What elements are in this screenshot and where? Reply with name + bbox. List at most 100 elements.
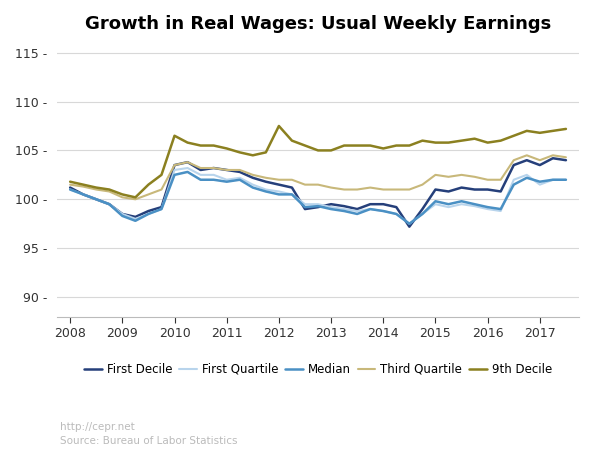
First Decile xyxy=(393,204,400,210)
Median xyxy=(119,213,126,219)
9th Decile xyxy=(341,143,348,148)
9th Decile xyxy=(197,143,204,148)
Third Quartile xyxy=(341,187,348,192)
First Quartile xyxy=(171,167,178,173)
Median xyxy=(484,204,491,210)
Median xyxy=(314,203,322,209)
9th Decile xyxy=(353,143,361,148)
Third Quartile xyxy=(262,175,269,180)
First Decile xyxy=(249,175,256,180)
9th Decile xyxy=(510,133,517,139)
9th Decile xyxy=(471,136,478,141)
9th Decile xyxy=(249,153,256,158)
Third Quartile xyxy=(171,162,178,168)
First Decile xyxy=(119,211,126,216)
First Decile xyxy=(158,204,165,210)
Third Quartile xyxy=(406,187,413,192)
Third Quartile xyxy=(380,187,387,192)
First Quartile xyxy=(562,177,569,182)
First Decile xyxy=(145,208,152,214)
9th Decile xyxy=(432,140,439,145)
First Decile xyxy=(536,162,544,168)
First Decile xyxy=(92,197,100,202)
Line: First Quartile: First Quartile xyxy=(70,168,566,224)
First Quartile xyxy=(341,207,348,212)
First Decile xyxy=(380,202,387,207)
First Quartile xyxy=(67,187,74,192)
First Quartile xyxy=(132,216,139,221)
First Quartile xyxy=(197,172,204,178)
Third Quartile xyxy=(523,153,530,158)
9th Decile xyxy=(549,128,556,134)
First Decile xyxy=(106,202,113,207)
9th Decile xyxy=(210,143,217,148)
Median xyxy=(249,185,256,190)
First Quartile xyxy=(536,182,544,187)
9th Decile xyxy=(484,140,491,145)
Line: Third Quartile: Third Quartile xyxy=(70,155,566,199)
Third Quartile xyxy=(497,177,504,182)
Third Quartile xyxy=(92,187,100,192)
First Decile xyxy=(328,202,335,207)
Third Quartile xyxy=(289,177,296,182)
Median xyxy=(132,218,139,224)
Median xyxy=(210,177,217,182)
Third Quartile xyxy=(67,182,74,187)
First Decile xyxy=(367,202,374,207)
Text: http://cepr.net
Source: Bureau of Labor Statistics: http://cepr.net Source: Bureau of Labor … xyxy=(60,422,238,446)
First Quartile xyxy=(367,207,374,212)
Legend: First Decile, First Quartile, Median, Third Quartile, 9th Decile: First Decile, First Quartile, Median, Th… xyxy=(80,358,557,381)
Median xyxy=(197,177,204,182)
First Quartile xyxy=(158,207,165,212)
First Quartile xyxy=(406,221,413,226)
First Decile xyxy=(484,187,491,192)
9th Decile xyxy=(380,146,387,151)
First Decile xyxy=(197,167,204,173)
First Quartile xyxy=(210,172,217,178)
First Quartile xyxy=(497,208,504,214)
Third Quartile xyxy=(184,159,191,165)
Median xyxy=(106,202,113,207)
9th Decile xyxy=(367,143,374,148)
Median xyxy=(471,202,478,207)
Median xyxy=(262,189,269,194)
Title: Growth in Real Wages: Usual Weekly Earnings: Growth in Real Wages: Usual Weekly Earni… xyxy=(85,15,551,33)
9th Decile xyxy=(523,128,530,134)
Median xyxy=(184,169,191,175)
9th Decile xyxy=(497,138,504,144)
First Decile xyxy=(184,159,191,165)
Median xyxy=(367,207,374,212)
Median xyxy=(406,221,413,226)
First Decile xyxy=(471,187,478,192)
First Quartile xyxy=(471,203,478,209)
Median xyxy=(445,202,452,207)
First Quartile xyxy=(119,211,126,216)
First Quartile xyxy=(275,189,283,194)
First Quartile xyxy=(445,204,452,210)
9th Decile xyxy=(393,143,400,148)
Third Quartile xyxy=(145,192,152,197)
First Quartile xyxy=(314,202,322,207)
Third Quartile xyxy=(393,187,400,192)
9th Decile xyxy=(80,182,87,187)
Median xyxy=(289,192,296,197)
Third Quartile xyxy=(536,158,544,163)
First Decile xyxy=(523,158,530,163)
First Decile xyxy=(171,162,178,168)
9th Decile xyxy=(262,150,269,155)
Third Quartile xyxy=(223,167,230,173)
9th Decile xyxy=(536,130,544,135)
9th Decile xyxy=(119,192,126,197)
First Quartile xyxy=(236,175,244,180)
Median xyxy=(223,179,230,184)
First Quartile xyxy=(380,208,387,214)
First Decile xyxy=(80,192,87,197)
First Decile xyxy=(210,165,217,171)
Median xyxy=(236,177,244,182)
9th Decile xyxy=(106,187,113,192)
First Decile xyxy=(432,187,439,192)
9th Decile xyxy=(445,140,452,145)
Median xyxy=(523,175,530,180)
First Quartile xyxy=(249,182,256,187)
9th Decile xyxy=(301,143,308,148)
